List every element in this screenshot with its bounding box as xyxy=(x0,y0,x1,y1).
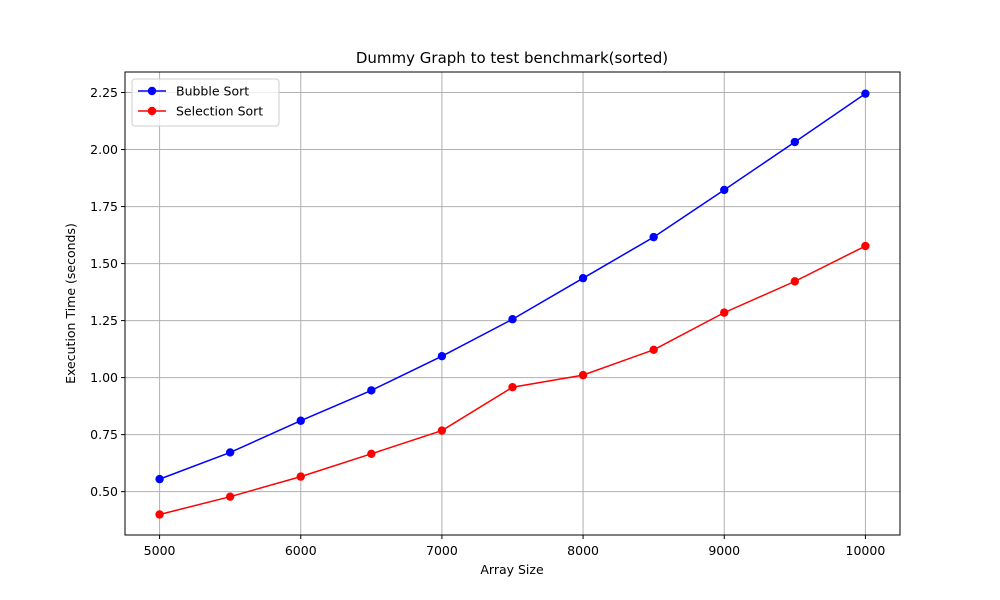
legend-selection-sort-marker xyxy=(147,106,157,116)
y-axis-label: Execution Time (seconds) xyxy=(63,223,78,384)
y-tick-label: 1.75 xyxy=(90,199,118,214)
selection-sort-point xyxy=(649,345,658,354)
selection-sort-point xyxy=(296,472,305,481)
x-axis-ticks: 5000 6000 7000 8000 9000 10000 xyxy=(144,535,886,558)
y-tick-label: 1.00 xyxy=(90,370,118,385)
bubble-sort-point xyxy=(578,273,588,283)
selection-sort-point xyxy=(225,492,235,501)
bubble-sort-point xyxy=(155,474,164,484)
y-axis-ticks: 0.50 0.75 1.00 1.25 1.50 1.75 2.00 2.25 xyxy=(90,85,125,499)
selection-sort-point xyxy=(155,510,164,519)
bubble-sort-point xyxy=(225,448,235,457)
chart-title: Dummy Graph to test benchmark(sorted) xyxy=(356,49,668,67)
y-tick-label: 2.25 xyxy=(90,85,118,100)
bubble-sort-point xyxy=(790,137,800,147)
bubble-sort-point xyxy=(437,351,447,361)
legend-bubble-sort-label: Bubble Sort xyxy=(176,84,249,99)
x-tick-label: 8000 xyxy=(567,543,599,558)
selection-sort-point xyxy=(367,449,376,459)
legend-bubble-sort-marker xyxy=(147,86,157,96)
x-axis-label: Array Size xyxy=(480,562,544,577)
x-tick-label: 6000 xyxy=(285,543,317,558)
bubble-sort-point xyxy=(649,232,658,242)
selection-sort-point xyxy=(437,426,447,435)
y-tick-label: 2.00 xyxy=(90,142,118,157)
selection-sort-point xyxy=(720,308,729,317)
selection-sort-point xyxy=(861,241,870,251)
selection-sort-point xyxy=(790,277,800,286)
selection-sort-point xyxy=(508,383,517,392)
legend-box xyxy=(131,78,280,127)
plot-frame xyxy=(124,71,901,536)
y-tick-label: 1.25 xyxy=(90,313,118,328)
legend-selection-sort-label: Selection Sort xyxy=(176,104,263,119)
y-tick-label: 0.75 xyxy=(90,427,118,442)
bubble-sort-point xyxy=(861,89,870,98)
x-tick-label: 7000 xyxy=(426,543,458,558)
bubble-sort-point xyxy=(720,185,729,195)
bubble-sort-point xyxy=(508,315,517,324)
series-points xyxy=(155,89,870,519)
legend: Bubble Sort Selection Sort xyxy=(131,78,280,127)
bubble-sort-point xyxy=(296,416,305,425)
bubble-sort-point xyxy=(367,386,376,395)
selection-sort-point xyxy=(578,370,588,380)
y-tick-label: 1.50 xyxy=(90,256,118,271)
x-tick-label: 10000 xyxy=(846,543,886,558)
x-tick-label: 5000 xyxy=(144,543,176,558)
x-tick-label: 9000 xyxy=(708,543,740,558)
y-tick-label: 0.50 xyxy=(90,484,118,499)
